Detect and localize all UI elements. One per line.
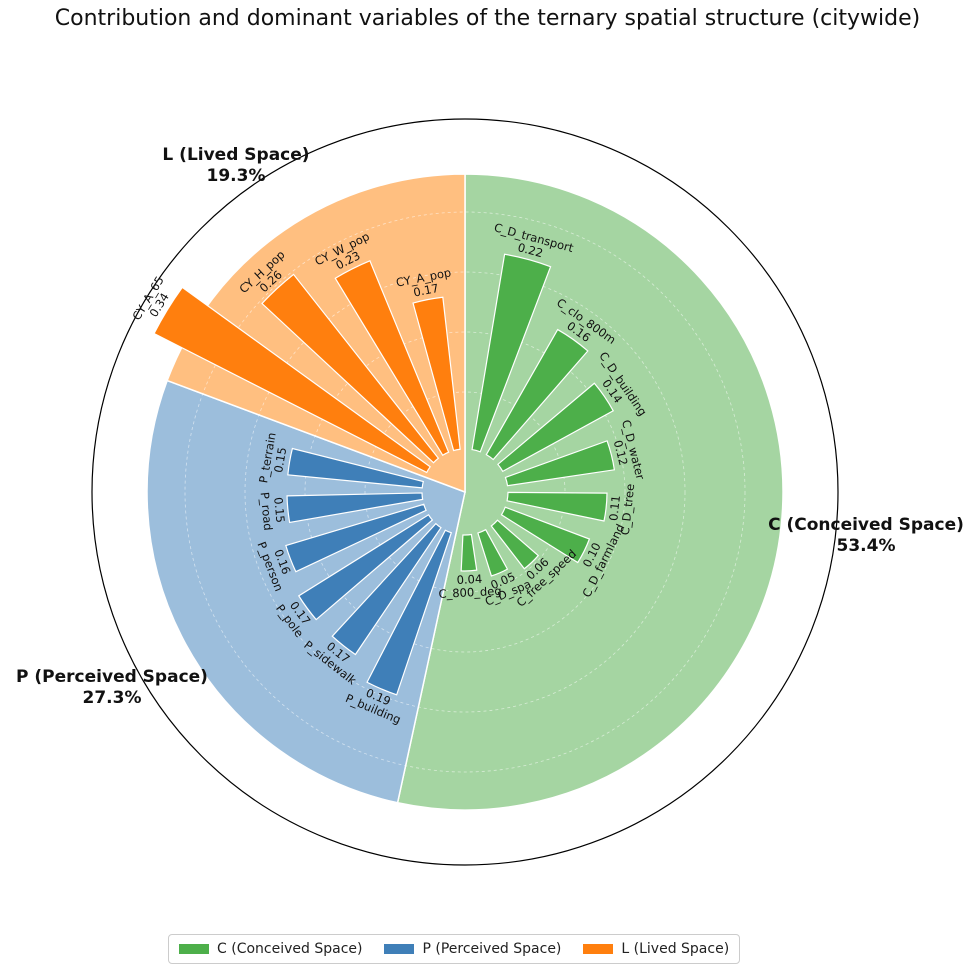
bar-c-free-speed [490, 519, 540, 570]
bar-p-person [285, 503, 427, 573]
legend-item-p: P (Perceived Space) [384, 941, 561, 957]
grid-ring [244, 271, 686, 713]
legend-label-l: L (Lived Space) [621, 941, 730, 957]
bar-p-pole [297, 513, 434, 621]
variable-value-label: 0.11 [606, 495, 623, 522]
variable-value-label: 0.15 [271, 446, 289, 474]
bar-p-terrain [287, 447, 425, 489]
bar-c-clo-800m [485, 328, 589, 461]
group-name-label-c: C (Conceived Space) [768, 515, 964, 535]
grid-rings [184, 211, 746, 773]
variable-value-label: 0.12 [611, 439, 631, 467]
legend-item-c: C (Conceived Space) [179, 941, 362, 957]
group-sectors [146, 173, 784, 811]
grid-ring [364, 391, 566, 593]
legend-swatch-l [583, 944, 614, 954]
group-labels: C (Conceived Space)53.4% P (Perceived Spa… [16, 145, 964, 708]
variable-name-label: C_800_deg [438, 584, 502, 601]
group-percent-label-l: 19.3% [207, 166, 266, 186]
legend-item-l: L (Lived Space) [583, 941, 729, 957]
variable-value-label: 0.15 [271, 497, 287, 524]
chart-title: Contribution and dominant variables of t… [54, 6, 921, 31]
variable-value-label: 0.04 [456, 572, 482, 587]
legend-swatch-c [179, 944, 209, 954]
variable-name-label: P_road [258, 491, 276, 531]
bar-c-d-water [504, 440, 616, 487]
bar-p-sidewalk [331, 522, 442, 656]
group-percent-label-c: 53.4% [837, 536, 896, 556]
outer-ring [91, 118, 839, 866]
variable-value-label: 0.17 [412, 281, 440, 300]
legend-swatch-p [384, 944, 415, 954]
bar-c-d-tree [506, 491, 608, 522]
legend-label-c: C (Conceived Space) [217, 941, 363, 957]
variable-name-label: C_D_tree [618, 483, 637, 536]
group-name-label-l: L (Lived Space) [162, 145, 309, 165]
bar-cy-a-pop [412, 296, 461, 452]
bar-c-d-transport [471, 253, 552, 453]
bar-c-d-building [497, 382, 615, 473]
legend-label-p: P (Perceived Space) [422, 941, 562, 957]
variable-bars [153, 253, 616, 696]
grid-ring [184, 211, 746, 773]
bar-c-800-deg [460, 533, 478, 572]
bar-c-d-spa [477, 528, 509, 577]
bar-cy-a-65 [153, 286, 432, 474]
group-percent-label-p: 27.3% [83, 688, 142, 708]
bar-cy-w-pop [334, 260, 450, 457]
variable-value-label: 0.22 [516, 240, 544, 260]
bar-c-d-farmland [500, 506, 591, 564]
bar-p-road [286, 492, 424, 524]
grid-ring [304, 331, 626, 653]
legend: C (Conceived Space) P (Perceived Space) … [168, 934, 741, 964]
group-name-label-p: P (Perceived Space) [16, 667, 208, 687]
bar-cy-h-pop [261, 273, 440, 464]
bar-p-building [366, 529, 453, 696]
